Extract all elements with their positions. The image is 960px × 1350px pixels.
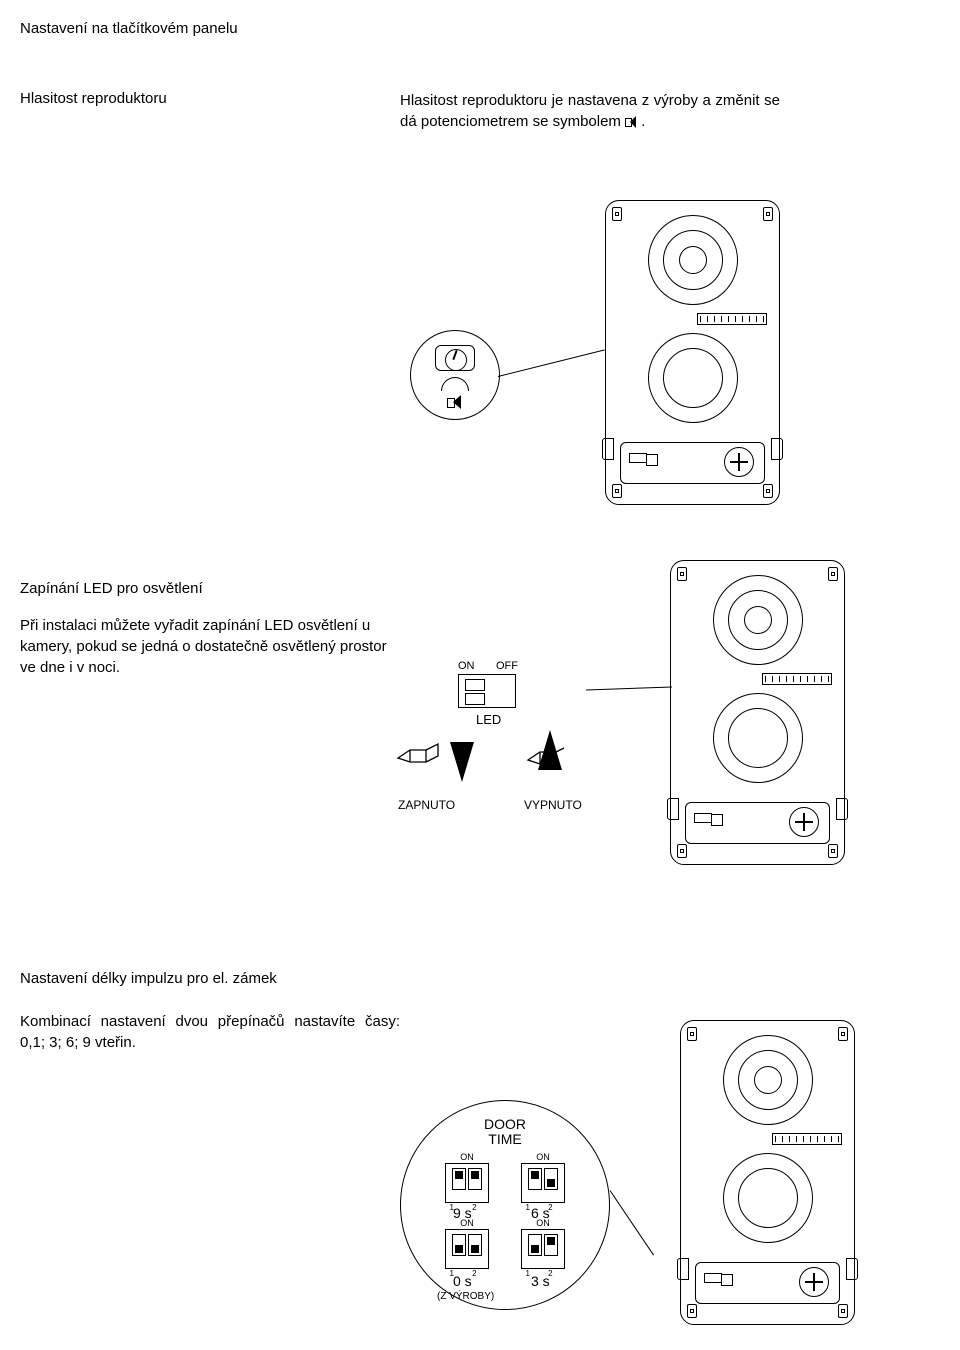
dip-9s: ON 1 2 (445, 1163, 489, 1203)
device-panel-3 (680, 1020, 855, 1325)
page-heading: Nastavení na tlačítkovém panelu (20, 20, 940, 37)
diagram-volume (410, 200, 810, 530)
section2-label: Zapínání LED pro osvětlení (20, 580, 400, 597)
diagram-doortime: DOOR TIME ON 1 2 ON 1 2 ON 1 2 ON (400, 1010, 880, 1340)
led-jumper-detail: ON OFF LED ZAPNUTO VYPNUTO (380, 660, 620, 820)
factory-label: (Z VÝROBY) (437, 1291, 494, 1302)
doortime-title1: DOOR (401, 1117, 609, 1132)
doortime-title2: TIME (401, 1132, 609, 1147)
vypnuto-label: VYPNUTO (524, 798, 582, 812)
section2-text: Při instalaci můžete vyřadit zapínání LE… (20, 615, 400, 678)
led-on-label: ON (458, 660, 475, 672)
time-0s: 0 s (453, 1273, 472, 1289)
dip-on-label: ON (446, 1152, 488, 1162)
led-off-label: OFF (496, 660, 518, 672)
dip-on-label: ON (522, 1152, 564, 1162)
doortime-callout: DOOR TIME ON 1 2 ON 1 2 ON 1 2 ON (400, 1100, 610, 1310)
dip-3s: ON 1 2 (521, 1229, 565, 1269)
time-9s: 9 s (453, 1205, 472, 1221)
jumper-on-icon (396, 738, 440, 772)
section1-text: Hlasitost reproduktoru je nastavena z vý… (400, 90, 780, 132)
section1-after-icon: . (641, 113, 645, 130)
dip-0s: ON 1 2 (445, 1229, 489, 1269)
diagram-led: ON OFF LED ZAPNUTO VYPNUTO (440, 560, 860, 890)
section1-label: Hlasitost reproduktoru (20, 90, 220, 107)
section3-label: Nastavení délky impulzu pro el. zámek (20, 970, 400, 987)
arrow-up-icon (538, 730, 562, 770)
led-label: LED (476, 712, 501, 727)
speaker-icon (625, 116, 641, 128)
arrow-down-icon (450, 742, 474, 782)
time-3s: 3 s (531, 1273, 550, 1289)
device-panel-1 (605, 200, 780, 505)
device-panel-2 (670, 560, 845, 865)
time-6s: 6 s (531, 1205, 550, 1221)
dip-6s: ON 1 2 (521, 1163, 565, 1203)
potentiometer-callout (410, 330, 500, 420)
section3-text: Kombinací nastavení dvou přepínačů nasta… (20, 1011, 400, 1053)
zapnuto-label: ZAPNUTO (398, 798, 455, 812)
section1-line1: Hlasitost reproduktoru je nastavena z vý… (400, 92, 760, 109)
